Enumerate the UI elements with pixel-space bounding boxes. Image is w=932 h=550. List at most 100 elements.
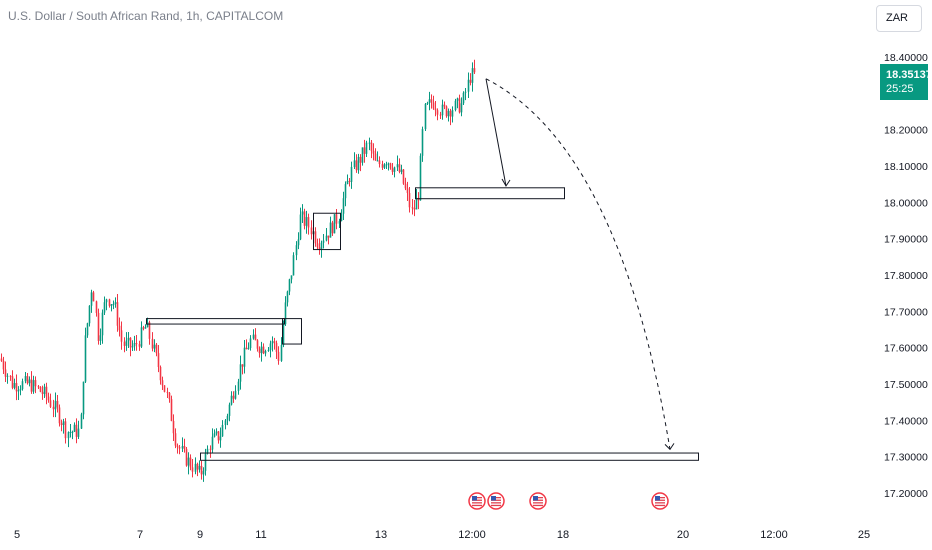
- candle-body: [41, 391, 44, 395]
- candle-body: [372, 150, 375, 154]
- bar-countdown: 25:25: [886, 83, 914, 95]
- us-flag-icon[interactable]: [651, 492, 669, 510]
- candle-body: [163, 385, 166, 392]
- candle-body: [75, 424, 78, 437]
- candle-body: [95, 301, 98, 313]
- candle-body: [398, 164, 401, 172]
- candle-body: [424, 103, 427, 130]
- candle-body: [215, 431, 218, 434]
- candle-body: [56, 400, 59, 408]
- candle-body: [391, 168, 394, 172]
- candle-body: [338, 221, 341, 224]
- candle-body: [71, 431, 74, 433]
- candle-body: [28, 379, 31, 384]
- candle-body: [73, 424, 76, 432]
- candle-body: [428, 99, 431, 103]
- candle-body: [464, 91, 467, 93]
- candle-body: [421, 129, 424, 156]
- candle-body: [47, 396, 50, 401]
- candle-body: [385, 164, 388, 166]
- candle-body: [151, 338, 154, 349]
- candle-body: [297, 239, 300, 246]
- time-axis: 5 7 9 11 13 12:00 18 20 12:00 25: [14, 529, 870, 541]
- candle-body: [243, 347, 246, 367]
- candle-body: [290, 275, 293, 280]
- candle-body: [346, 180, 349, 185]
- candle-body: [84, 335, 87, 382]
- us-flag-icon[interactable]: [487, 492, 505, 510]
- price-tick-label: 17.70000: [884, 306, 928, 318]
- candle-body: [408, 193, 411, 208]
- candle-body: [148, 322, 151, 339]
- candle-body: [189, 457, 192, 468]
- candle-body: [49, 400, 52, 407]
- candle-body: [393, 167, 396, 172]
- candle-body: [249, 338, 252, 348]
- time-tick-label: 18: [557, 529, 569, 541]
- candle-body: [120, 330, 123, 342]
- candle-body: [363, 147, 366, 154]
- zone-rectangle: [282, 318, 302, 345]
- candle-body: [88, 305, 91, 324]
- candle-body: [432, 102, 435, 109]
- candle-body: [43, 386, 46, 395]
- candle-body: [365, 142, 368, 154]
- candle-body: [383, 164, 386, 168]
- candle-body: [101, 312, 104, 336]
- candle-body: [467, 79, 470, 92]
- candle-body: [449, 110, 452, 117]
- candle-body: [280, 345, 283, 361]
- candle-body: [228, 404, 231, 416]
- event-markers: [468, 492, 669, 510]
- candle-body: [260, 346, 263, 354]
- candle-body: [58, 407, 61, 424]
- candle-body: [441, 104, 444, 116]
- time-tick-label: 25: [858, 529, 870, 541]
- candle-body: [211, 436, 214, 450]
- chart-title: U.S. Dollar / South African Rand, 1h, CA…: [8, 9, 284, 23]
- candle-body: [157, 353, 160, 368]
- candle-body: [194, 463, 197, 472]
- candle-body: [34, 380, 37, 387]
- candle-body: [404, 183, 407, 189]
- currency-label[interactable]: ZAR: [876, 5, 922, 32]
- candle-body: [277, 351, 280, 361]
- candle-body: [217, 431, 220, 441]
- candle-body: [213, 433, 216, 437]
- candle-body: [170, 399, 173, 421]
- candle-body: [413, 207, 416, 210]
- candle-body: [419, 155, 422, 201]
- drawing-arrows: [485, 78, 675, 451]
- candle-body: [2, 360, 5, 370]
- candle-body: [183, 445, 186, 449]
- candle-body: [342, 198, 345, 214]
- time-tick-label: 7: [137, 529, 143, 541]
- candle-body: [301, 211, 304, 215]
- us-flag-icon[interactable]: [529, 492, 547, 510]
- candle-body: [267, 349, 270, 351]
- candle-body: [284, 302, 287, 325]
- candle-body: [166, 391, 169, 393]
- candle-body: [202, 470, 205, 475]
- candle-body: [77, 428, 80, 437]
- candle-body: [64, 421, 67, 439]
- candle-body: [359, 156, 362, 163]
- last-price-tag: 18.35137 25:25: [880, 64, 932, 100]
- price-axis: 18.4000018.3000018.2000018.1000018.00000…: [884, 52, 928, 500]
- candle-body: [350, 166, 353, 182]
- candle-body: [204, 453, 207, 471]
- candle-body: [142, 327, 145, 329]
- candle-body: [325, 235, 328, 241]
- candle-body: [329, 222, 332, 238]
- candle-body: [45, 386, 48, 397]
- candle-body: [0, 358, 3, 361]
- candle-body: [318, 247, 321, 250]
- us-flag-icon[interactable]: [468, 492, 486, 510]
- candle-body: [185, 448, 188, 466]
- candle-body: [241, 364, 244, 367]
- candle-body: [26, 376, 29, 384]
- candle-body: [224, 420, 227, 425]
- candle-body: [368, 142, 371, 144]
- candle-body: [353, 160, 356, 167]
